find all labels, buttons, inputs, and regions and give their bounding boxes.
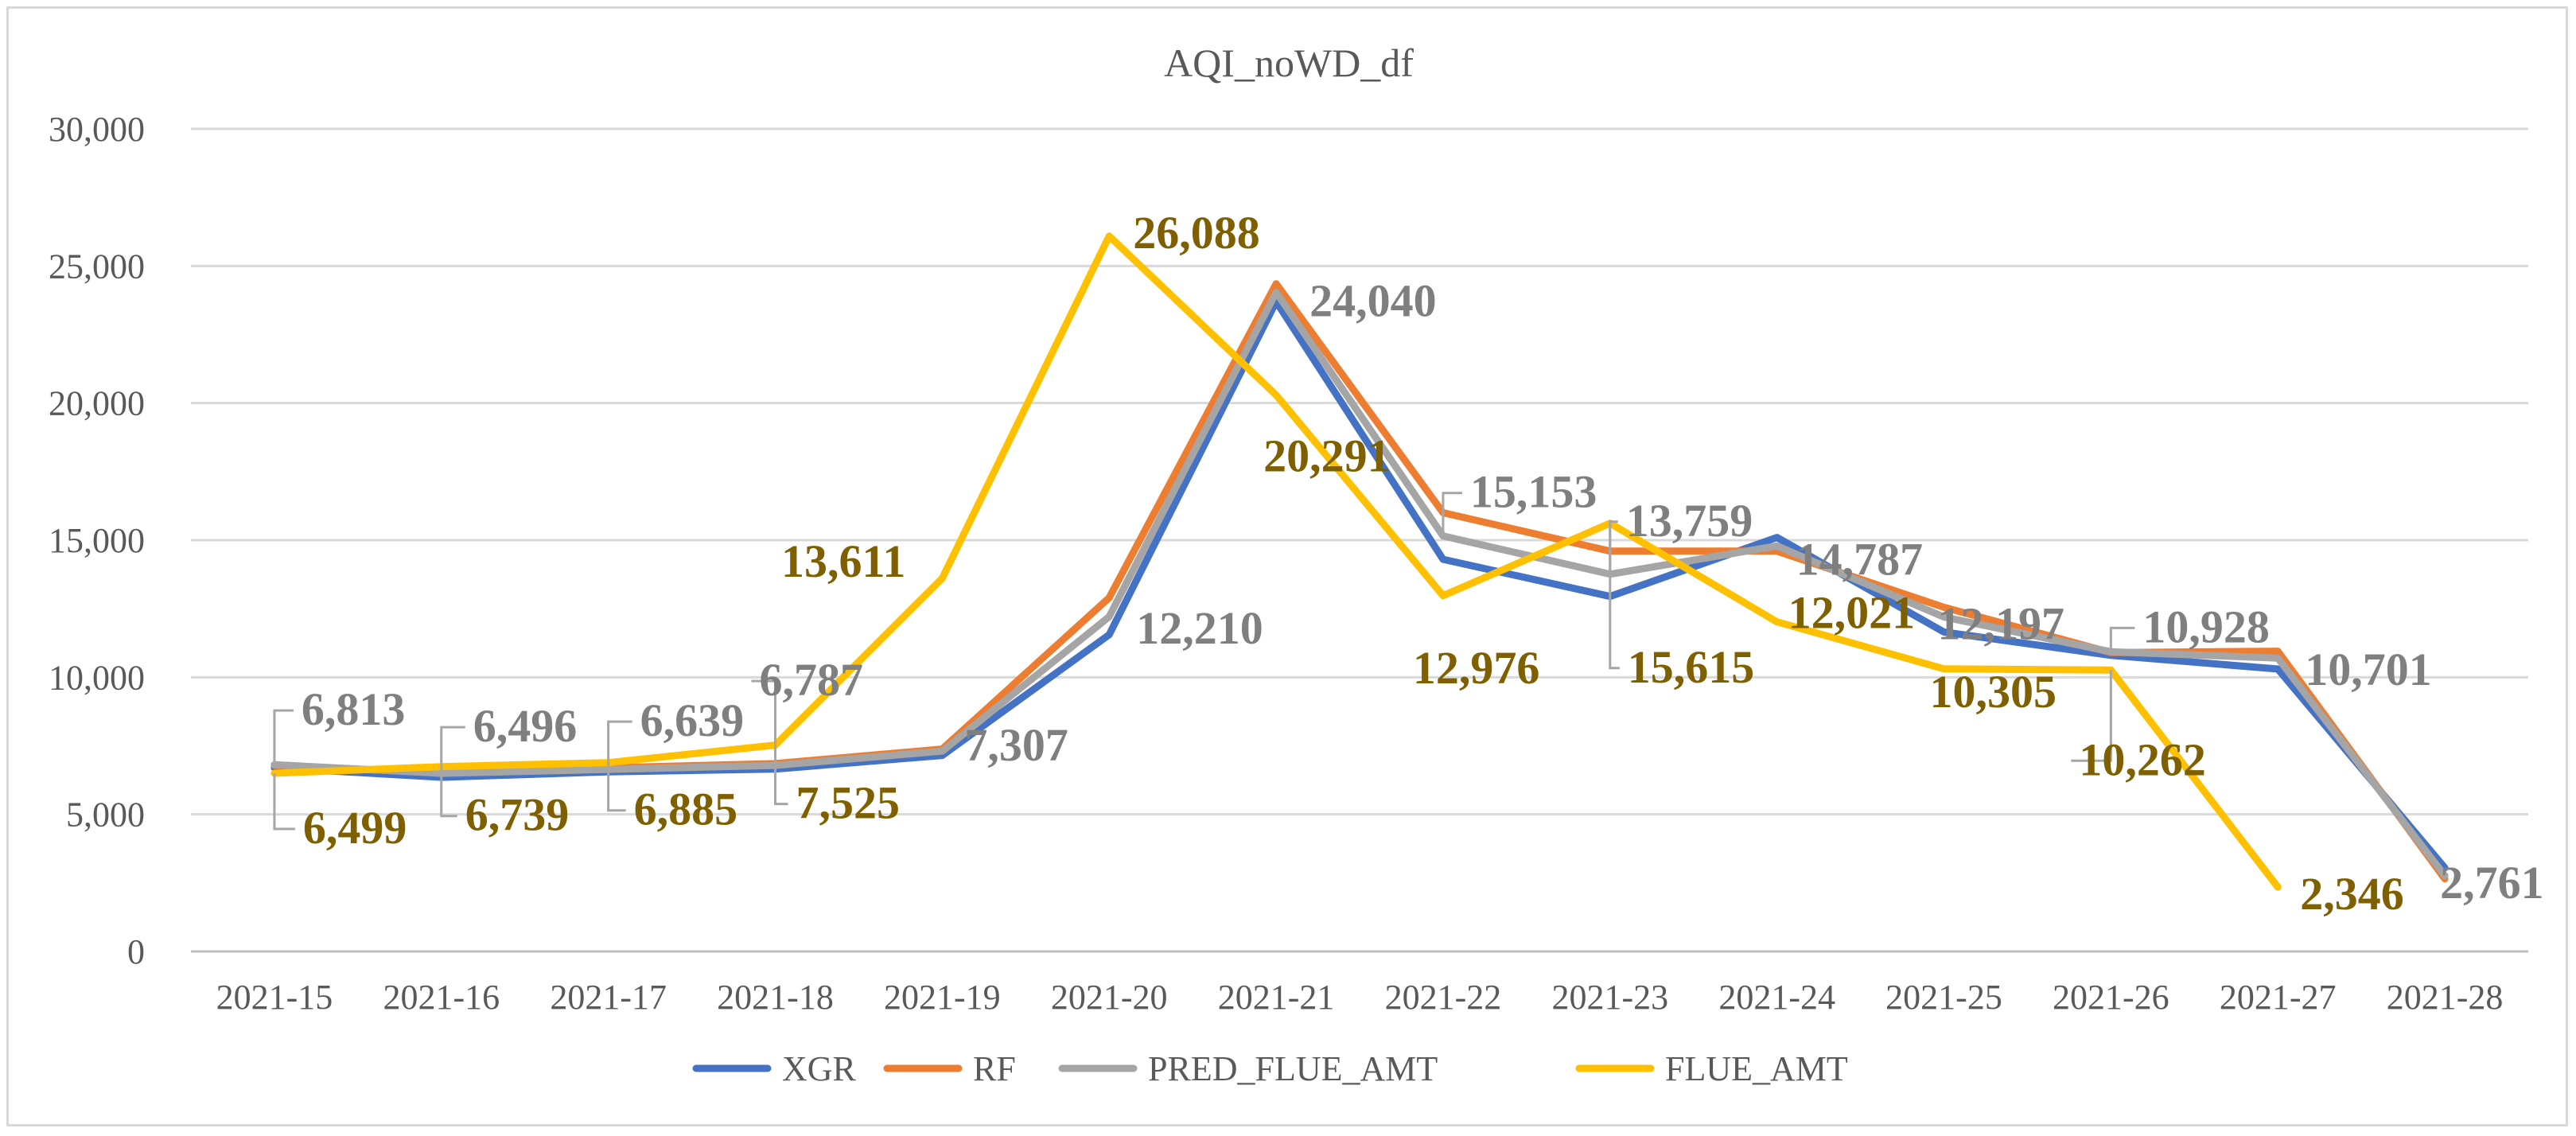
y-tick-label: 5,000 — [66, 796, 145, 834]
data-label-flue-amt: 26,088 — [1133, 207, 1260, 259]
leader-line — [440, 766, 457, 818]
data-label-flue-amt: 6,499 — [303, 802, 407, 854]
data-label-flue-amt: 7,525 — [796, 777, 901, 829]
y-tick-label: 10,000 — [49, 658, 145, 697]
y-tick-label: 20,000 — [49, 384, 145, 423]
data-label-pred-flue-amt: 14,787 — [1796, 533, 1924, 585]
legend-label: RF — [973, 1049, 1016, 1088]
x-tick-label: 2021-18 — [717, 978, 834, 1017]
data-label-pred-flue-amt: 10,701 — [2305, 644, 2432, 695]
legend: XGR RF PRED_FLUE_AMT FLUE_AMT — [692, 1049, 1848, 1088]
x-tick-label: 2021-23 — [1551, 978, 1668, 1017]
legend-label: XGR — [782, 1049, 857, 1088]
data-label-flue-amt: 12,021 — [1788, 587, 1916, 639]
leader-line — [273, 709, 294, 765]
x-tick-label: 2021-17 — [550, 978, 667, 1017]
x-tick-label: 2021-22 — [1385, 978, 1502, 1017]
leader-line — [2109, 626, 2135, 652]
leader-line — [1609, 523, 1620, 670]
x-tick-label: 2021-25 — [1885, 978, 2002, 1017]
x-tick-label: 2021-16 — [383, 978, 500, 1017]
data-label-flue-amt: 10,305 — [1930, 666, 2057, 718]
data-label-flue-amt: 6,739 — [465, 789, 570, 841]
leader-line — [1442, 492, 1462, 536]
data-label-pred-flue-amt: 6,496 — [473, 700, 578, 752]
leader-line — [273, 773, 295, 831]
x-tick-label: 2021-26 — [2053, 978, 2169, 1017]
leader-line — [751, 679, 776, 766]
x-tick-label: 2021-27 — [2220, 978, 2337, 1017]
y-axis-ticks: 0 5,000 10,000 15,000 20,000 25,000 30,000 — [49, 110, 145, 971]
chart-title: AQI_noWD_df — [1164, 41, 1414, 85]
data-label-flue-amt: 2,346 — [2300, 868, 2404, 920]
x-tick-label: 2021-24 — [1718, 978, 1835, 1017]
x-tick-label: 2021-28 — [2387, 978, 2504, 1017]
x-tick-label: 2021-19 — [884, 978, 1001, 1017]
leader-line — [440, 726, 465, 774]
data-label-pred-flue-amt: 6,639 — [640, 694, 745, 746]
data-label-pred-flue-amt: 15,153 — [1470, 466, 1597, 518]
data-label-flue-amt: 10,262 — [2079, 733, 2206, 785]
x-tick-label: 2021-15 — [216, 978, 333, 1017]
series-line-flue-amt — [270, 232, 2282, 891]
y-tick-label: 0 — [127, 932, 145, 971]
y-tick-label: 30,000 — [49, 110, 145, 149]
data-label-leaders — [273, 492, 2135, 831]
legend-label: PRED_FLUE_AMT — [1148, 1049, 1438, 1088]
y-tick-label: 15,000 — [49, 521, 145, 560]
data-label-pred-flue-amt: 10,928 — [2142, 601, 2270, 652]
leader-line — [774, 745, 788, 806]
data-label-pred-flue-amt: 2,761 — [2440, 857, 2544, 908]
data-label-flue-amt: 13,611 — [781, 535, 905, 587]
y-tick-label: 25,000 — [49, 247, 145, 286]
data-label-pred-flue-amt: 6,813 — [302, 683, 406, 735]
data-label-pred-flue-amt: 13,759 — [1626, 495, 1753, 547]
data-label-pred-flue-amt: 7,307 — [964, 719, 1068, 771]
legend-label: FLUE_AMT — [1665, 1049, 1848, 1088]
data-label-flue-amt: 15,615 — [1628, 641, 1754, 693]
data-label-flue-amt: 12,976 — [1413, 642, 1540, 694]
series-lines — [270, 232, 2449, 891]
x-axis-ticks: 2021-15 2021-16 2021-17 2021-18 2021-19 2021-… — [216, 978, 2504, 1017]
x-tick-label: 2021-20 — [1051, 978, 1168, 1017]
x-tick-label: 2021-21 — [1218, 978, 1335, 1017]
data-label-flue-amt: 6,885 — [634, 784, 738, 835]
leader-line — [607, 720, 632, 770]
data-labels: 6,813 6,496 6,639 6,787 7,307 12,210 24,040 15,… — [302, 207, 2544, 920]
data-label-pred-flue-amt: 24,040 — [1309, 274, 1437, 326]
data-label-pred-flue-amt: 12,210 — [1136, 602, 1263, 654]
data-label-pred-flue-amt: 6,787 — [760, 654, 864, 706]
chart-area — [6, 6, 2568, 1126]
series-line-pred-flue-amt — [270, 288, 2449, 880]
data-label-flue-amt: 20,291 — [1263, 430, 1391, 482]
data-label-pred-flue-amt: 12,197 — [1938, 598, 2065, 650]
series-line-rf — [270, 280, 2449, 883]
leader-line — [607, 762, 626, 812]
leader-line — [2071, 670, 2112, 762]
